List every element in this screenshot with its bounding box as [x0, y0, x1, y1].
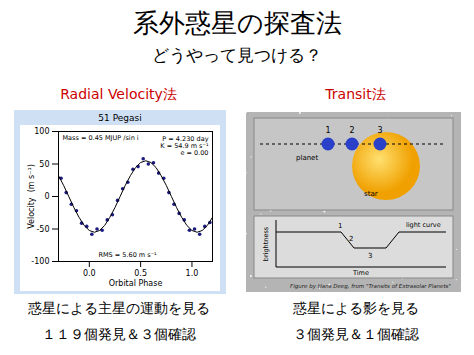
- svg-text:RMS = 5.60 m s⁻¹: RMS = 5.60 m s⁻¹: [99, 251, 158, 259]
- svg-text:Velocity (m s⁻¹): Velocity (m s⁻¹): [27, 164, 36, 229]
- svg-text:1: 1: [325, 126, 330, 135]
- html-text:惑星による主星の運動を見る: 惑星による主星の運動を見る: [27, 300, 210, 316]
- svg-text:0.0: 0.0: [83, 269, 96, 278]
- svg-text:Orbital Phase: Orbital Phase: [109, 279, 163, 288]
- html-text:惑星による影を見る: 惑星による影を見る: [292, 300, 419, 316]
- svg-text:planet: planet: [296, 154, 318, 162]
- svg-text:P = 4.230 dayK = 54.9 m s⁻¹e =: P = 4.230 dayK = 54.9 m s⁻¹e = 0.00: [160, 135, 209, 157]
- html-text:１１９個発見＆３個確認: １１９個発見＆３個確認: [41, 326, 196, 342]
- svg-text:light curve: light curve: [406, 221, 441, 229]
- svg-text:1: 1: [338, 222, 342, 230]
- html-text:Transit法: Transit法: [325, 86, 386, 102]
- svg-text:3: 3: [377, 126, 382, 135]
- svg-text:Time: Time: [352, 269, 369, 277]
- svg-text:1.0: 1.0: [186, 269, 199, 278]
- svg-text:Figure by Hans Deeg, from "Tra: Figure by Hans Deeg, from "Transits of E…: [290, 283, 451, 290]
- html-text:Radial Velocity法: Radial Velocity法: [60, 86, 177, 102]
- svg-text:-100: -100: [31, 257, 49, 266]
- svg-text:brightness: brightness: [262, 226, 270, 261]
- svg-text:100: 100: [34, 127, 49, 136]
- svg-text:-50: -50: [36, 225, 49, 234]
- svg-text:0.5: 0.5: [134, 269, 147, 278]
- svg-text:star: star: [364, 190, 378, 198]
- svg-text:2: 2: [349, 126, 354, 135]
- svg-text:3: 3: [368, 252, 372, 260]
- html-text:どうやって見つける？: どうやって見つける？: [152, 45, 322, 65]
- html-text:３個発見＆１個確認: ３個発見＆１個確認: [292, 326, 419, 342]
- svg-text:0: 0: [44, 192, 49, 201]
- svg-text:Mass = 0.45 MJUP /sin i: Mass = 0.45 MJUP /sin i: [63, 134, 139, 142]
- svg-text:50: 50: [39, 160, 49, 169]
- html-text:系外惑星の探査法: 系外惑星の探査法: [132, 8, 342, 38]
- svg-text:2: 2: [349, 235, 353, 243]
- html-text:51 Pegasi: 51 Pegasi: [98, 113, 142, 123]
